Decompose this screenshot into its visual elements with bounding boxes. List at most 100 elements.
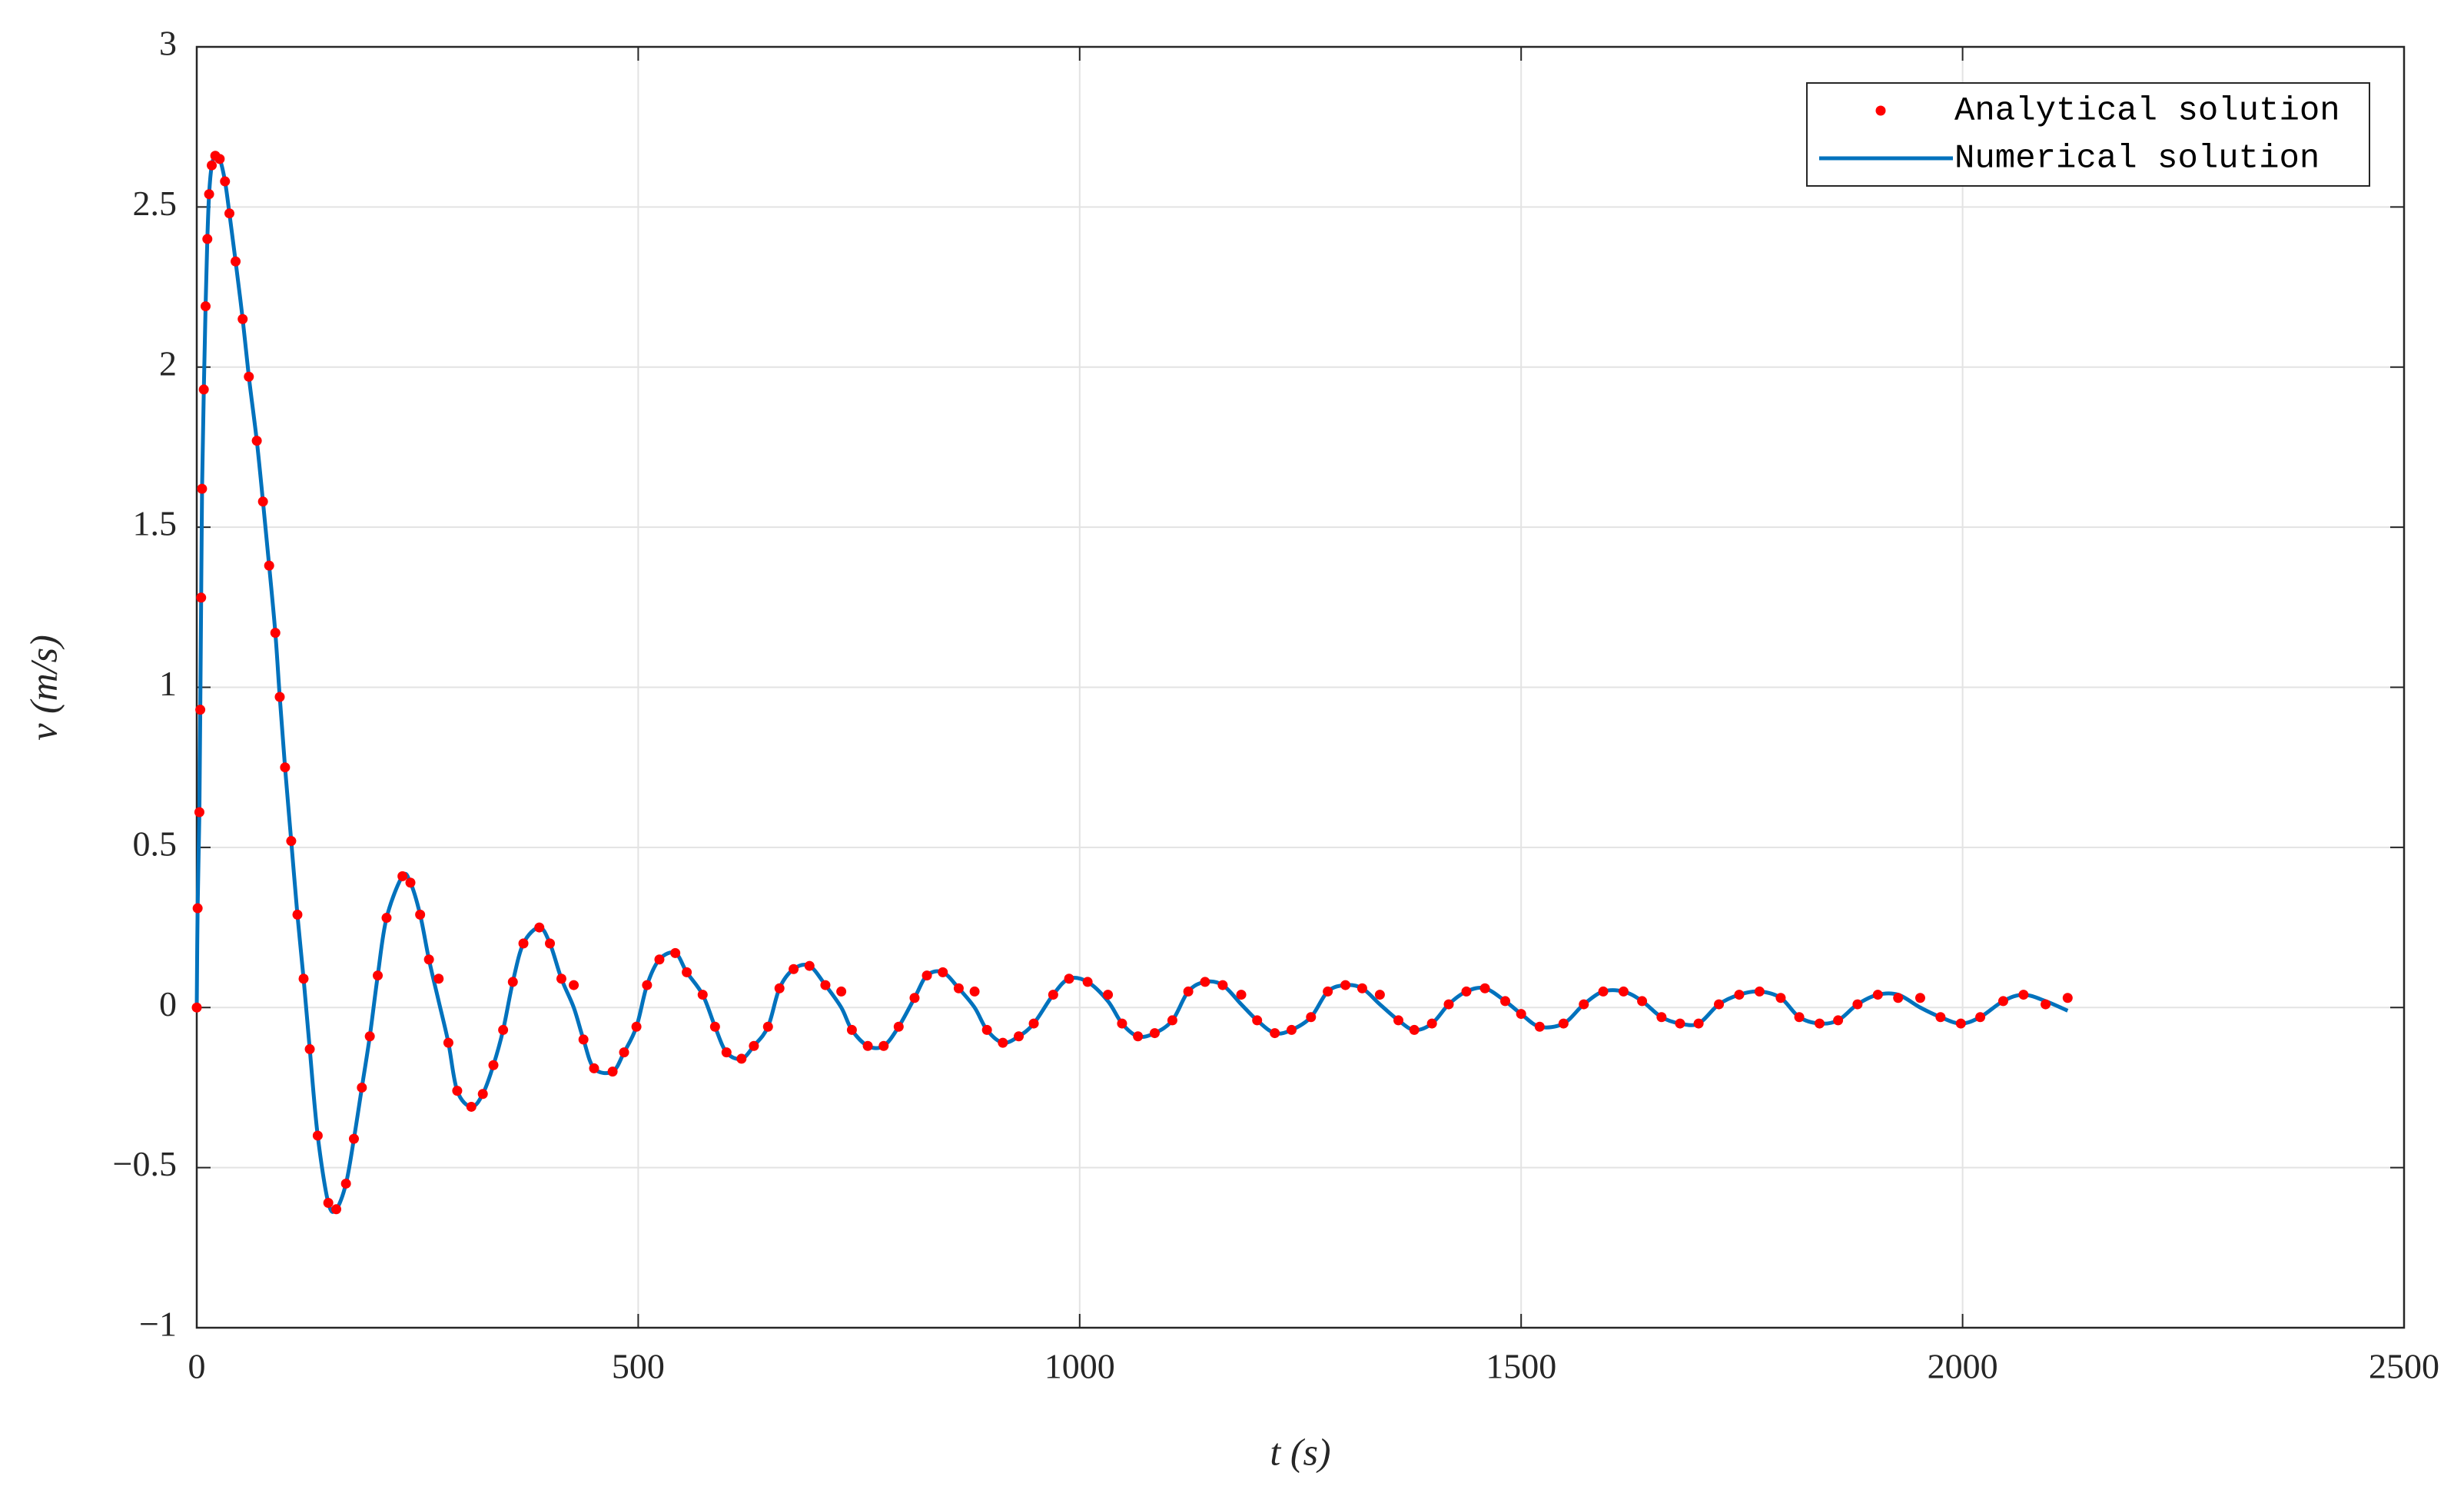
x-tick-label: 1500 <box>1486 1347 1556 1386</box>
data-point <box>909 993 920 1003</box>
legend: Analytical solution Numerical solution <box>1806 82 2370 187</box>
data-point <box>1754 986 1765 997</box>
data-point <box>1183 986 1194 997</box>
data-point <box>433 974 444 984</box>
data-point <box>1516 1009 1526 1020</box>
data-point <box>736 1053 747 1064</box>
data-point <box>1935 1012 1946 1023</box>
data-point <box>1500 996 1511 1007</box>
y-tick-label: 2 <box>159 343 177 383</box>
y-tick-label: −1 <box>139 1305 177 1344</box>
y-tick-label: 1 <box>159 664 177 703</box>
data-point <box>709 1021 720 1032</box>
legend-box <box>1806 82 2370 187</box>
data-point <box>298 974 309 984</box>
data-point <box>846 1024 857 1035</box>
data-point <box>204 189 214 200</box>
data-point <box>1340 980 1351 990</box>
legend-marker <box>1875 105 1886 116</box>
data-point <box>257 496 268 507</box>
legend-label: Analytical solution <box>1954 92 2340 131</box>
data-point <box>654 954 665 965</box>
data-point <box>1534 1021 1545 1032</box>
data-point <box>998 1037 1008 1048</box>
data-point <box>762 1021 773 1032</box>
data-point <box>1443 999 1454 1010</box>
data-point <box>922 970 932 981</box>
data-point <box>1217 980 1228 990</box>
data-point <box>682 967 692 977</box>
data-point <box>1393 1015 1404 1026</box>
y-axis-label: v (m/s) <box>22 635 65 740</box>
data-point <box>194 807 204 818</box>
data-point <box>774 983 785 993</box>
data-point <box>1872 990 1883 1000</box>
data-point <box>1306 1012 1317 1023</box>
data-point <box>415 909 426 920</box>
data-point <box>340 1178 351 1189</box>
y-tick-label: 1.5 <box>133 504 178 543</box>
data-point <box>304 1043 315 1054</box>
data-point <box>373 970 384 981</box>
data-point <box>331 1204 342 1215</box>
x-tick-label: 500 <box>612 1347 665 1386</box>
legend-label: Numerical solution <box>1954 140 2320 178</box>
data-point <box>1357 983 1367 993</box>
data-point <box>721 1047 732 1058</box>
data-point <box>231 256 241 267</box>
data-point <box>214 154 225 164</box>
data-point <box>820 980 831 990</box>
data-point <box>1955 1018 1966 1029</box>
data-point <box>1997 996 2008 1007</box>
data-point <box>981 1024 992 1035</box>
data-point <box>1675 1018 1685 1029</box>
data-point <box>545 938 556 949</box>
data-point <box>1200 977 1210 987</box>
y-tick-label: 0.5 <box>133 824 178 863</box>
data-point <box>381 913 392 924</box>
data-point <box>938 967 948 977</box>
data-point <box>286 836 297 847</box>
x-axis-label: t (s) <box>1270 1430 1330 1473</box>
data-point <box>697 990 708 1000</box>
data-point <box>670 947 681 958</box>
data-point <box>1426 1018 1437 1029</box>
data-point <box>789 964 799 974</box>
data-point <box>1775 993 1786 1003</box>
data-point <box>2018 990 2029 1000</box>
data-point <box>578 1034 589 1045</box>
data-point <box>1618 986 1629 997</box>
data-point <box>1852 999 1863 1010</box>
data-point <box>969 986 980 997</box>
data-point <box>1117 1018 1127 1029</box>
data-point <box>1637 996 1648 1007</box>
data-point <box>1656 1012 1667 1023</box>
data-point <box>631 1021 642 1032</box>
data-point <box>607 1066 618 1077</box>
data-point <box>312 1130 323 1141</box>
data-point <box>192 903 203 914</box>
data-point <box>1975 1012 1986 1023</box>
data-point <box>405 877 416 888</box>
y-tick-label: 0 <box>159 984 177 1023</box>
data-point <box>1048 990 1058 1000</box>
data-point <box>862 1040 873 1051</box>
x-tick-label: 0 <box>188 1347 206 1386</box>
data-point <box>1579 999 1589 1010</box>
data-point <box>357 1082 367 1093</box>
data-point <box>1270 1028 1280 1039</box>
data-point <box>237 313 248 324</box>
data-point <box>1558 1018 1569 1029</box>
data-point <box>1814 1018 1825 1029</box>
data-point <box>953 983 964 993</box>
plot-border <box>195 45 2406 1329</box>
data-point <box>466 1101 477 1112</box>
data-point <box>202 234 213 244</box>
data-point <box>1461 986 1472 997</box>
data-point <box>1409 1024 1420 1035</box>
data-point <box>642 980 653 990</box>
data-point <box>1693 1018 1704 1029</box>
data-point <box>364 1031 375 1042</box>
data-point <box>569 980 579 990</box>
